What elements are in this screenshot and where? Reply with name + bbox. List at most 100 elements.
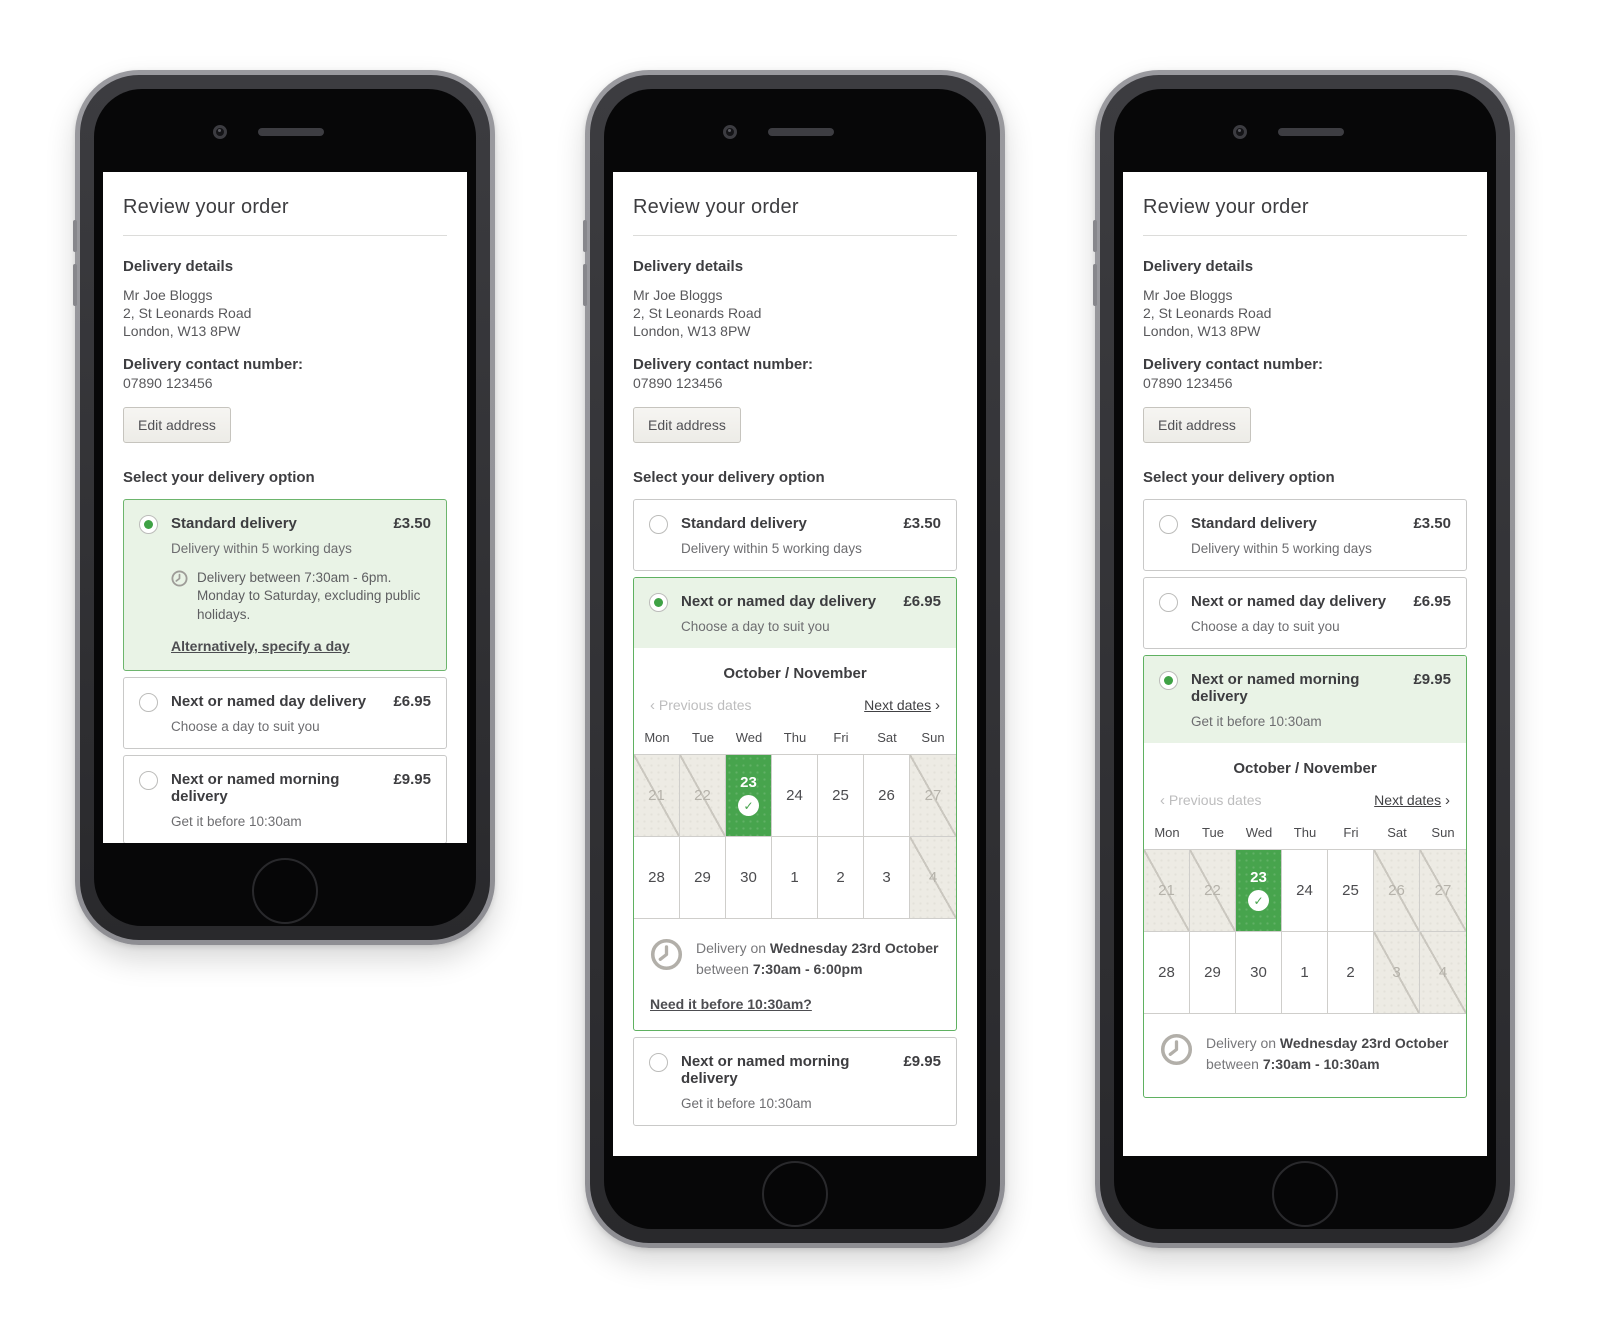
option-morning-delivery[interactable]: Next or named morning delivery £9.95 Get…	[633, 1036, 957, 1126]
calendar-cell[interactable]: 2✓	[818, 836, 864, 919]
option-named-day-header[interactable]: Next or named day delivery £6.95 Choose …	[634, 577, 956, 648]
chevron-left-icon: ‹	[650, 696, 655, 714]
contact-heading: Delivery contact number:	[123, 355, 304, 373]
select-delivery-heading: Select your delivery option	[123, 468, 315, 486]
delivery-date: Wednesday 23rd October	[1279, 1034, 1449, 1051]
edit-address-button[interactable]: Edit address	[123, 406, 231, 443]
option-title: Next or named day delivery	[171, 693, 367, 711]
option-price: £6.95	[903, 592, 941, 610]
calendar-month-label: October / November	[723, 664, 867, 682]
calendar-cell: 3✓	[1374, 931, 1420, 1014]
radio-standard-delivery[interactable]	[139, 514, 158, 534]
calendar-cell: 22✓	[1190, 849, 1236, 932]
option-morning-header[interactable]: Next or named morning delivery £9.95 Get…	[1144, 655, 1466, 743]
chevron-right-icon: ›	[935, 696, 940, 714]
divider	[633, 235, 957, 236]
address-line: 2, St Leonards Road	[123, 305, 252, 322]
option-subtitle: Get it before 10:30am	[1191, 713, 1322, 729]
option-price: £6.95	[393, 693, 431, 711]
delivery-summary: Delivery on Wednesday 23rd October betwe…	[1144, 1014, 1466, 1079]
option-price: £9.95	[903, 1052, 941, 1070]
calendar-cell[interactable]: 25✓	[1328, 849, 1374, 932]
home-button[interactable]	[252, 858, 318, 924]
clock-icon	[650, 938, 683, 970]
specify-day-link[interactable]: Alternatively, specify a day	[171, 638, 350, 655]
delivery-address: Mr Joe Bloggs 2, St Leonards Road London…	[1143, 286, 1467, 341]
address-line: London, W13 8PW	[1143, 323, 1261, 340]
day-header: Sat	[877, 729, 897, 745]
volume-down-button	[583, 264, 587, 306]
option-title: Next or named morning delivery	[171, 771, 340, 806]
calendar-cell[interactable]: 3✓	[864, 836, 910, 919]
option-subtitle: Choose a day to suit you	[171, 719, 320, 735]
option-named-day-delivery[interactable]: Next or named day delivery £6.95 Choose …	[1143, 576, 1467, 649]
calendar-cell[interactable]: 2✓	[1328, 931, 1374, 1014]
speaker-grille	[258, 128, 324, 136]
radio-standard-delivery[interactable]	[649, 514, 668, 534]
address-line: London, W13 8PW	[633, 323, 751, 340]
edit-address-button[interactable]: Edit address	[633, 406, 741, 443]
calendar-cell[interactable]: 24✓	[1282, 849, 1328, 932]
calendar-cell: 21✓	[1144, 849, 1190, 932]
option-subtitle: Get it before 10:30am	[681, 1095, 812, 1111]
option-title: Next or named morning delivery	[681, 1052, 850, 1087]
next-dates-link[interactable]: Next dates ›	[1374, 791, 1450, 809]
option-named-day-delivery[interactable]: Next or named day delivery £6.95 Choose …	[123, 677, 447, 750]
option-subtitle: Delivery within 5 working days	[171, 540, 352, 556]
calendar-cell[interactable]: 29✓	[1190, 931, 1236, 1014]
volume-up-button	[73, 220, 77, 252]
calendar-cell[interactable]: 25✓	[818, 754, 864, 837]
calendar-cell[interactable]: 29✓	[680, 836, 726, 919]
option-price: £3.50	[393, 514, 431, 532]
speaker-grille	[1278, 128, 1344, 136]
calendar-grid: 21✓ 22✓ 23✓ 24✓ 25✓ 26✓ 27✓ 28✓ 29✓ 30✓ …	[1144, 848, 1466, 1014]
front-camera-icon	[213, 125, 227, 139]
radio-named-day-delivery[interactable]	[1159, 592, 1178, 612]
calendar-cell: 21✓	[634, 754, 680, 837]
calendar-cell[interactable]: 30✓	[1236, 931, 1282, 1014]
contact-number: 07890 123456	[123, 374, 213, 391]
phone-mockup-1: Review your order Delivery details Mr Jo…	[73, 70, 495, 945]
option-price: £3.50	[903, 514, 941, 532]
delivery-time: 7:30am - 6:00pm	[752, 960, 863, 977]
radio-standard-delivery[interactable]	[1159, 514, 1178, 534]
calendar-cell[interactable]: 28✓	[1144, 931, 1190, 1014]
previous-dates-link[interactable]: ‹ Previous dates	[650, 696, 752, 714]
option-standard-delivery[interactable]: Standard delivery £3.50 Delivery within …	[1143, 498, 1467, 571]
need-before-link[interactable]: Need it before 10:30am?	[650, 995, 812, 1012]
home-button[interactable]	[762, 1161, 828, 1227]
calendar-cell: 27✓	[910, 754, 956, 837]
calendar-cell[interactable]: 1✓	[1282, 931, 1328, 1014]
calendar-grid: 21✓ 22✓ 23✓ 24✓ 25✓ 26✓ 27✓ 28✓ 29✓ 30✓ …	[634, 753, 956, 919]
radio-morning-delivery[interactable]	[139, 771, 158, 791]
option-morning-delivery[interactable]: Next or named morning delivery £9.95 Get…	[123, 755, 447, 843]
next-dates-link[interactable]: Next dates ›	[864, 696, 940, 714]
calendar-cell[interactable]: 24✓	[772, 754, 818, 837]
home-button[interactable]	[1272, 1161, 1338, 1227]
clock-icon	[171, 570, 188, 587]
calendar-cell[interactable]: 26✓	[864, 754, 910, 837]
volume-up-button	[1093, 220, 1097, 252]
calendar-cell[interactable]: 30✓	[726, 836, 772, 919]
radio-named-day-delivery[interactable]	[139, 693, 158, 713]
delivery-address: Mr Joe Bloggs 2, St Leonards Road London…	[123, 286, 447, 341]
radio-named-day-delivery[interactable]	[649, 592, 668, 612]
divider	[1143, 235, 1467, 236]
radio-morning-delivery[interactable]	[1159, 670, 1178, 690]
standard-note-text: Delivery between 7:30am - 6pm. Monday to…	[197, 569, 421, 623]
option-title: Standard delivery	[1191, 514, 1317, 532]
day-header: Mon	[644, 729, 670, 745]
previous-dates-link[interactable]: ‹ Previous dates	[1160, 791, 1262, 809]
calendar-cell[interactable]: 1✓	[772, 836, 818, 919]
radio-morning-delivery[interactable]	[649, 1052, 668, 1072]
phone-mockup-2: Review your order Delivery details Mr Jo…	[583, 70, 1005, 1248]
option-standard-delivery[interactable]: Standard delivery £3.50 Delivery within …	[633, 498, 957, 571]
calendar-cell[interactable]: 28✓	[634, 836, 680, 919]
address-line: 2, St Leonards Road	[1143, 305, 1272, 322]
calendar-cell[interactable]: 23 ✓	[726, 754, 772, 837]
edit-address-button[interactable]: Edit address	[1143, 406, 1251, 443]
option-standard-delivery[interactable]: Standard delivery £3.50 Delivery within …	[123, 498, 447, 672]
calendar-cell[interactable]: 23 ✓	[1236, 849, 1282, 932]
day-header: Wed	[735, 729, 763, 745]
delivery-time: 7:30am - 10:30am	[1262, 1055, 1380, 1072]
